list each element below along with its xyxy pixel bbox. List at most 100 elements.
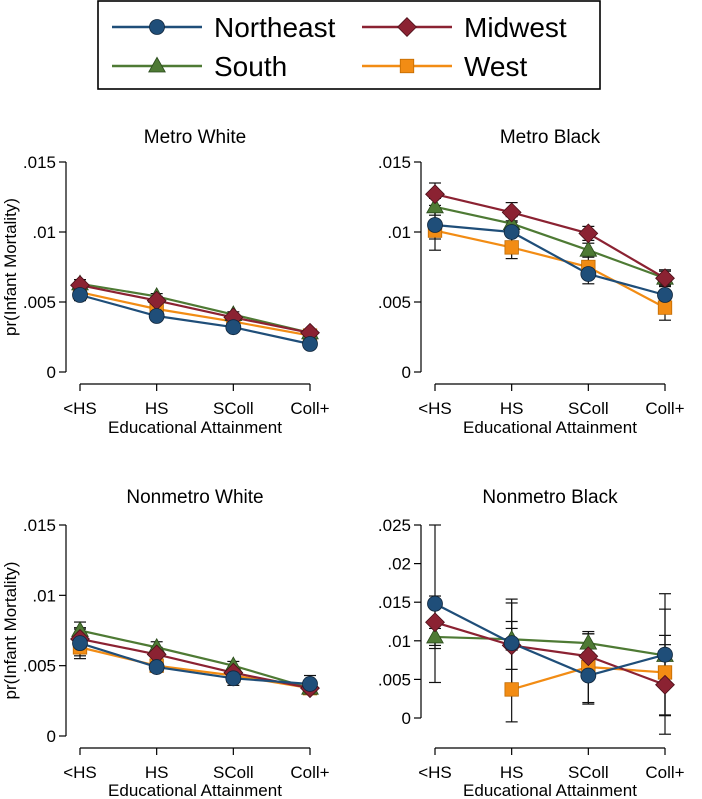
y-tick-label: 0	[402, 709, 411, 728]
point-west	[504, 682, 519, 697]
legend-entry-northeast: Northeast	[112, 12, 336, 43]
x-tick-label: SColl	[568, 399, 609, 418]
point-northeast	[148, 308, 165, 324]
point-west	[504, 240, 519, 255]
legend-entry-south: South	[112, 51, 287, 82]
point-midwest	[501, 202, 522, 223]
point-northeast	[427, 595, 443, 612]
point-south	[426, 627, 444, 644]
y-tick-label: .015	[378, 593, 411, 612]
legend-marker-west	[399, 58, 415, 74]
series-line-west	[434, 229, 666, 309]
point-midwest	[655, 674, 675, 695]
series-line-west	[79, 291, 311, 337]
y-tick-label: .025	[378, 516, 411, 535]
panel-title: Nonmetro White	[126, 487, 263, 508]
point-northeast	[225, 670, 242, 687]
series-line-midwest	[434, 621, 666, 686]
point-northeast	[148, 659, 165, 675]
y-tick-label: .005	[23, 657, 56, 676]
x-tick-label: SColl	[213, 763, 254, 782]
y-tick-label: .02	[387, 555, 411, 574]
point-northeast	[503, 635, 520, 652]
legend-entry-midwest: Midwest	[362, 12, 567, 43]
point-south	[579, 240, 598, 257]
point-northeast	[657, 646, 673, 663]
x-axis-label: Educational Attainment	[108, 781, 282, 799]
legend-marker-south	[148, 56, 166, 73]
y-tick-label: 0	[47, 727, 56, 746]
y-tick-label: .015	[23, 516, 56, 535]
y-tick-label: .01	[32, 586, 56, 605]
x-tick-label: Coll+	[290, 399, 329, 418]
x-tick-label: HS	[500, 399, 524, 418]
panel-metro-white: Metro White 0 .005 .01 .015 pr(Infant Mortali…	[1, 127, 330, 437]
x-tick-label: HS	[145, 399, 169, 418]
y-axis-label: pr(Infant Mortality)	[1, 198, 20, 336]
y-tick-label: .005	[23, 293, 56, 312]
series-line-south	[434, 205, 666, 280]
x-tick-label: SColl	[213, 399, 254, 418]
series-line-south	[79, 282, 311, 334]
x-tick-label: SColl	[568, 763, 609, 782]
x-axis-label: Educational Attainment	[108, 418, 282, 437]
y-tick-label: .015	[378, 153, 411, 172]
point-midwest	[425, 184, 445, 205]
panel-nonmetro-black: Nonmetro Black 0 .005 .01 .015 .02 .025 <HS HS SC…	[378, 487, 685, 799]
legend-label-west: West	[464, 51, 527, 82]
point-northeast	[225, 319, 242, 336]
point-northeast	[427, 217, 443, 233]
panel-title: Nonmetro Black	[482, 487, 618, 508]
series-line-northeast	[434, 223, 666, 297]
y-axis-label: pr(Infant Mortality)	[1, 562, 20, 700]
x-tick-label: <HS	[63, 399, 97, 418]
legend-entry-west: West	[362, 51, 527, 82]
legend-marker-midwest	[397, 17, 417, 37]
series-line-northeast	[434, 602, 666, 677]
panel-title: Metro Black	[500, 127, 601, 148]
series-line-midwest	[79, 284, 311, 334]
legend-marker-northeast	[149, 19, 165, 35]
legend-label-south: South	[214, 51, 287, 82]
panel-title: Metro White	[144, 127, 246, 148]
y-tick-label: .01	[32, 223, 56, 242]
legend-label-midwest: Midwest	[464, 12, 567, 43]
point-south	[426, 197, 444, 214]
legend-label-northeast: Northeast	[214, 12, 336, 43]
x-tick-label: Coll+	[645, 399, 684, 418]
x-tick-label: HS	[500, 763, 524, 782]
y-tick-label: .01	[387, 223, 411, 242]
x-tick-label: <HS	[418, 763, 452, 782]
y-tick-label: .005	[378, 293, 411, 312]
point-northeast	[302, 336, 318, 352]
series-line-midwest	[434, 193, 666, 280]
x-tick-label: Coll+	[645, 763, 684, 782]
series-line-northeast	[79, 642, 311, 686]
point-midwest	[578, 646, 599, 667]
point-northeast	[580, 667, 597, 684]
y-tick-label: 0	[402, 363, 411, 382]
x-axis-label: Educational Attainment	[463, 418, 637, 437]
x-tick-label: Coll+	[290, 763, 329, 782]
y-tick-label: .01	[387, 632, 411, 651]
panel-nonmetro-white: Nonmetro White 0 .005 .01 .015 pr(Infant Mort…	[1, 487, 330, 799]
point-midwest	[578, 223, 599, 244]
legend: Northeast Midwest South West	[97, 0, 601, 90]
point-midwest	[425, 612, 445, 633]
point-northeast	[72, 287, 88, 303]
point-northeast	[72, 635, 88, 652]
x-tick-label: <HS	[63, 763, 97, 782]
y-tick-label: .015	[23, 153, 56, 172]
point-northeast	[503, 224, 520, 240]
legend-box	[97, 0, 601, 90]
x-tick-label: HS	[145, 763, 169, 782]
x-axis-label: Educational Attainment	[463, 781, 637, 799]
series-line-south	[434, 635, 666, 657]
panel-metro-black: Metro Black 0 .005 .01 .015 <HS HS SColl Coll+ Ed…	[378, 127, 685, 437]
point-northeast	[580, 266, 597, 282]
y-tick-label: 0	[47, 363, 56, 382]
point-midwest	[655, 268, 675, 289]
x-tick-label: <HS	[418, 399, 452, 418]
point-northeast	[657, 287, 673, 303]
